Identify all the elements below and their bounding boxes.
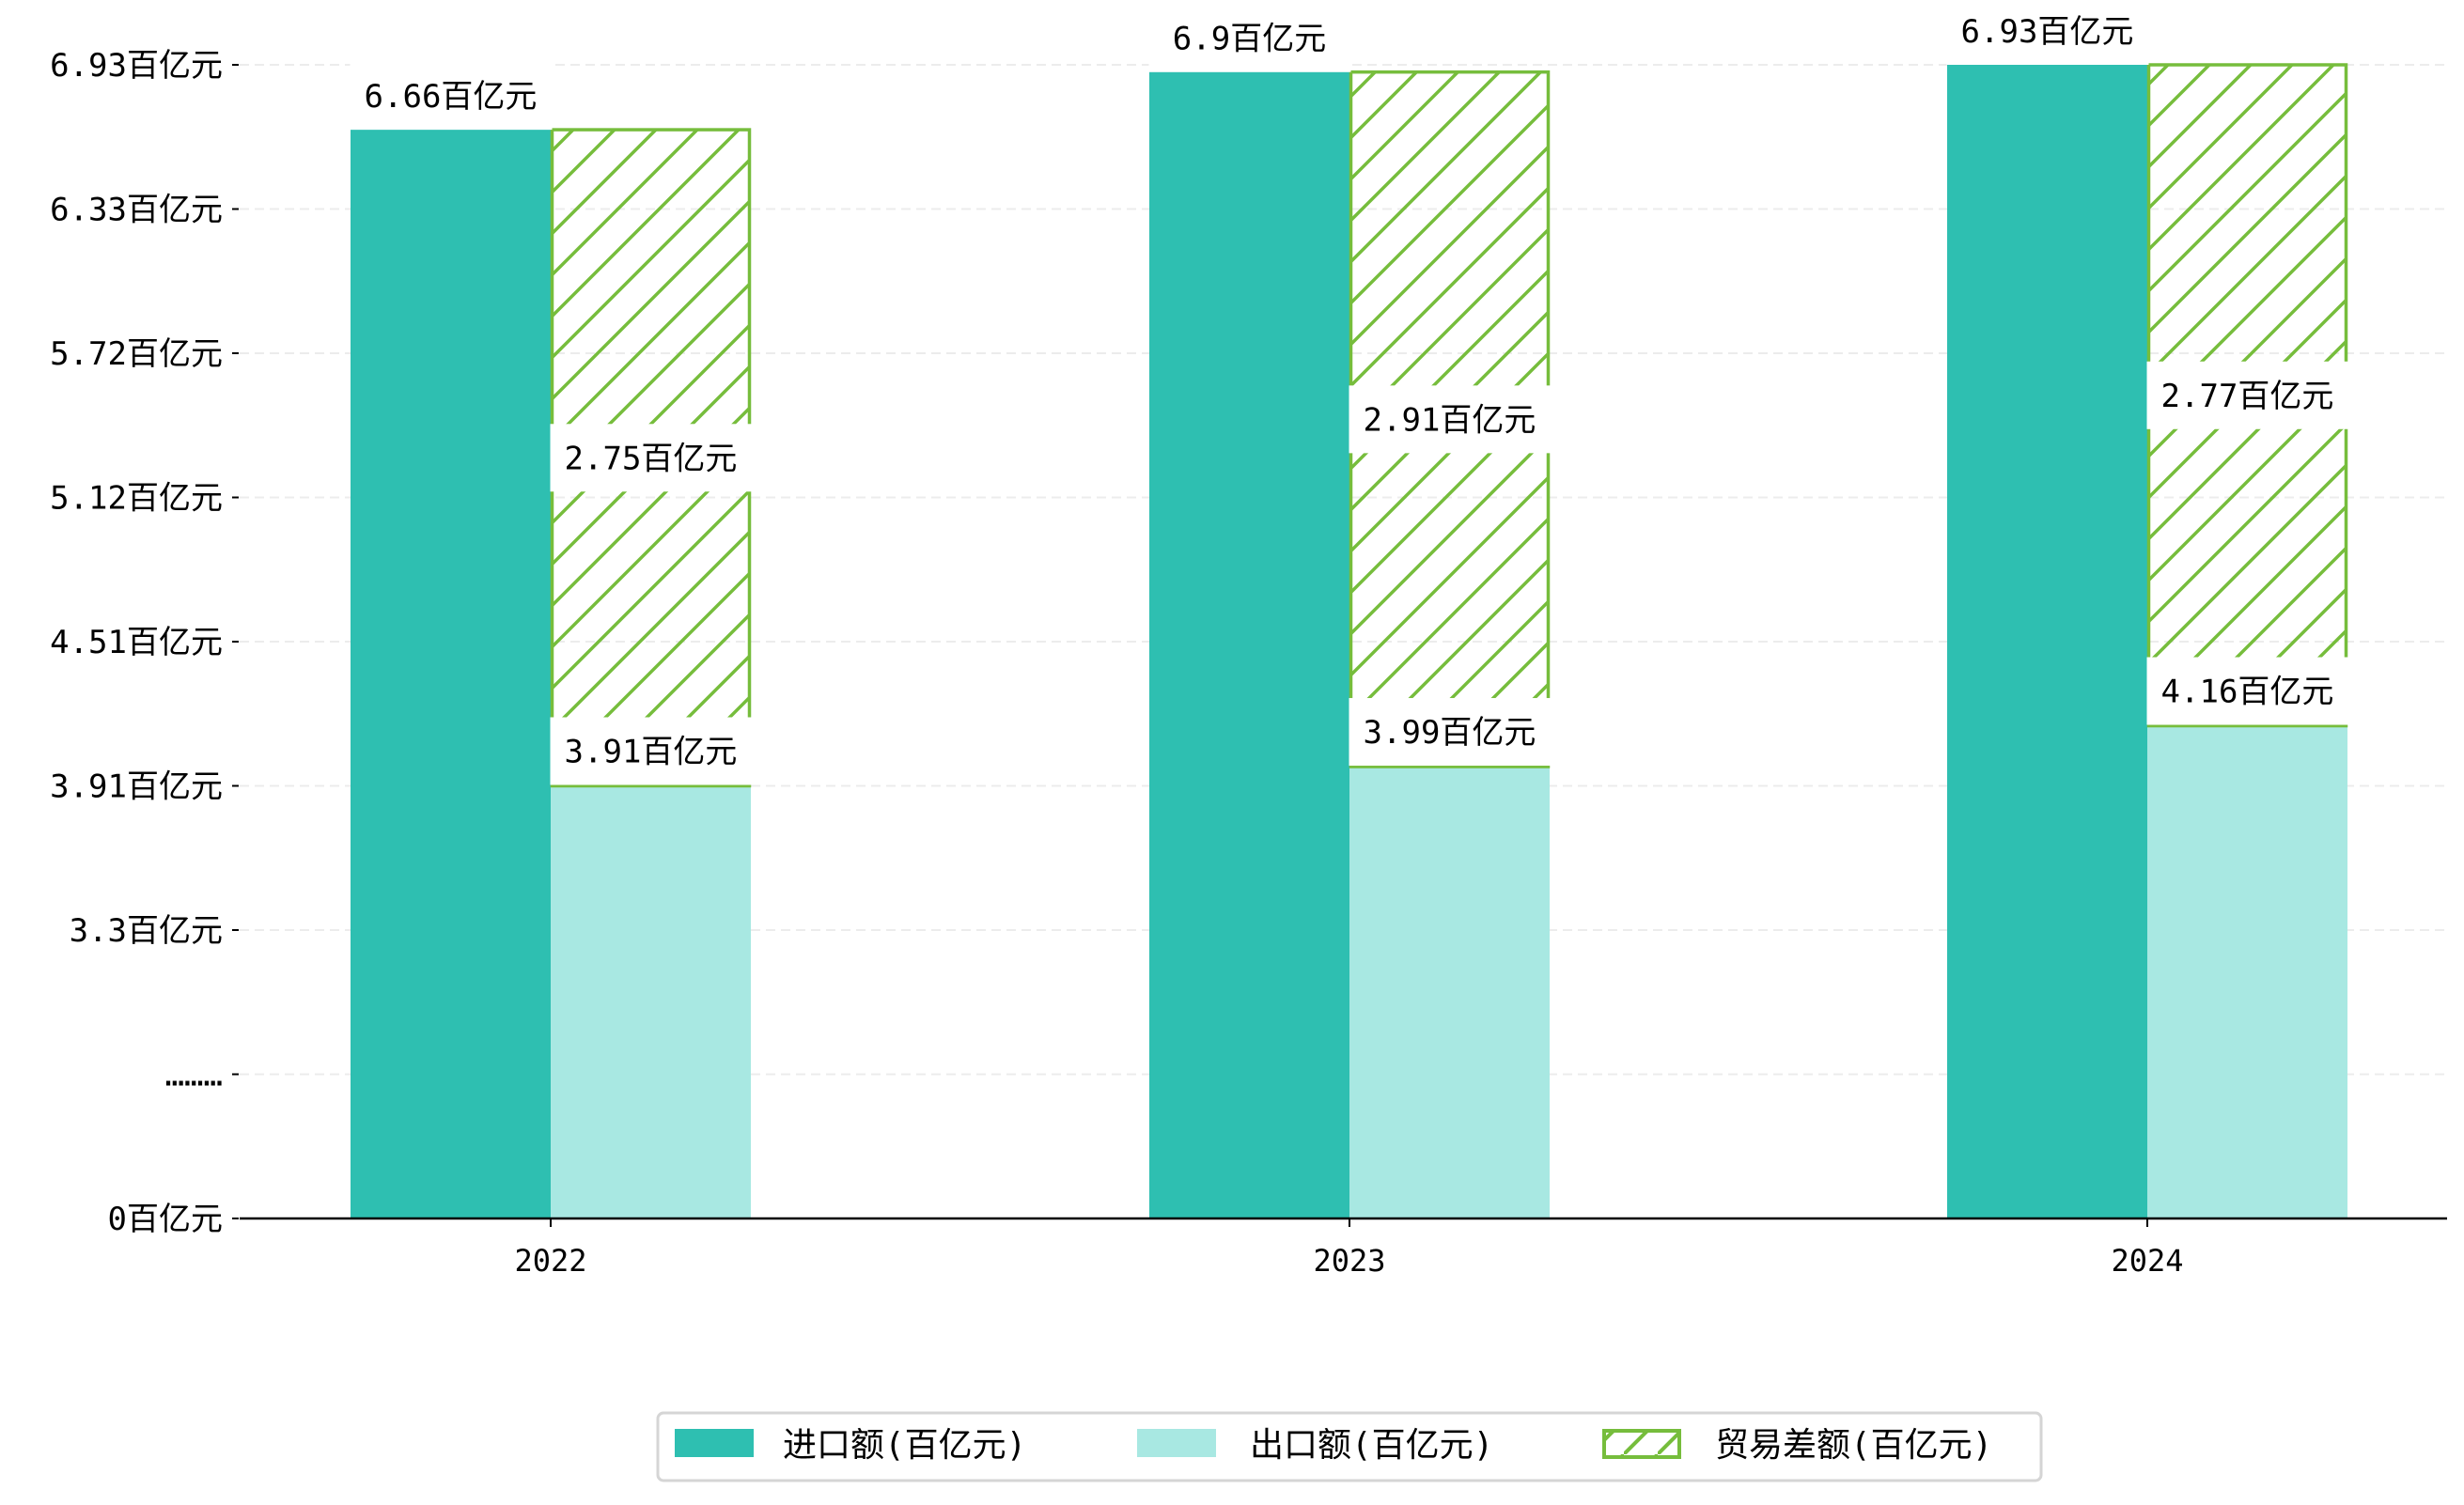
legend-swatch [1137,1429,1216,1457]
y-tick-label: 3.3百亿元 [70,912,223,950]
bar-import-2024 [1947,65,2147,1218]
bar-import-2023 [1149,71,1349,1218]
data-label: 3.99百亿元 [1364,714,1536,752]
data-label-background [1946,0,2149,65]
y-axis: 0百亿元 ……… 3.3百亿元 3.91百亿元 4.51百亿元 5.12百亿元 5.72百亿… [50,47,239,1238]
y-tick-label: ……… [165,1057,223,1094]
data-label-background [1148,4,1351,72]
data-label-background [1349,698,1552,767]
data-label-background [550,424,753,492]
bar-export-2024 [2147,725,2347,1218]
y-tick-label: 0百亿元 [108,1201,223,1238]
x-tick-label: 2024 [2111,1243,2183,1279]
data-label-background [350,62,553,131]
legend-label: 进口额(百亿元) [783,1426,1026,1465]
bar-export-2022 [551,785,751,1218]
legend-label: 贸易差额(百亿元) [1715,1426,1992,1465]
data-label-background [2146,657,2349,725]
x-tick-label: 2023 [1313,1243,1385,1279]
data-label-background [1349,385,1552,454]
data-labels: 6.66百亿元 3.91百亿元 2.75百亿元 6.9百亿元 3.99百亿元 2.91百亿… [350,0,2349,785]
bar-export-2023 [1349,767,1550,1218]
data-label: 6.66百亿元 [365,78,538,116]
y-tick-label: 3.91百亿元 [50,768,223,806]
legend-label: 出口额(百亿元) [1250,1426,1493,1465]
legend: 进口额(百亿元) 出口额(百亿元) 贸易差额(百亿元) [656,1411,2043,1482]
x-axis: 2022 2023 2024 [240,1217,2447,1279]
data-label: 2.75百亿元 [565,440,738,477]
data-label: 2.77百亿元 [2161,378,2334,415]
data-label: 2.91百亿元 [1364,401,1536,439]
data-label: 4.16百亿元 [2161,674,2334,711]
data-label: 3.91百亿元 [565,734,738,771]
y-tick-label: 5.72百亿元 [50,335,223,373]
legend-box [656,1411,2043,1482]
legend-swatch-hatch [1602,1429,1681,1459]
y-tick-label: 6.33百亿元 [50,192,223,229]
data-label-background [550,717,753,785]
data-label: 6.93百亿元 [1961,13,2134,51]
x-tick-label: 2022 [514,1243,586,1279]
y-tick-label: 5.12百亿元 [50,480,223,518]
bar-import-2022 [351,130,551,1219]
bars [351,63,2348,1219]
legend-swatch [675,1429,754,1457]
y-tick-label: 6.93百亿元 [50,47,223,85]
data-label-background [2146,361,2349,429]
y-tick-label: 4.51百亿元 [50,624,223,661]
data-label: 6.9百亿元 [1173,21,1326,58]
